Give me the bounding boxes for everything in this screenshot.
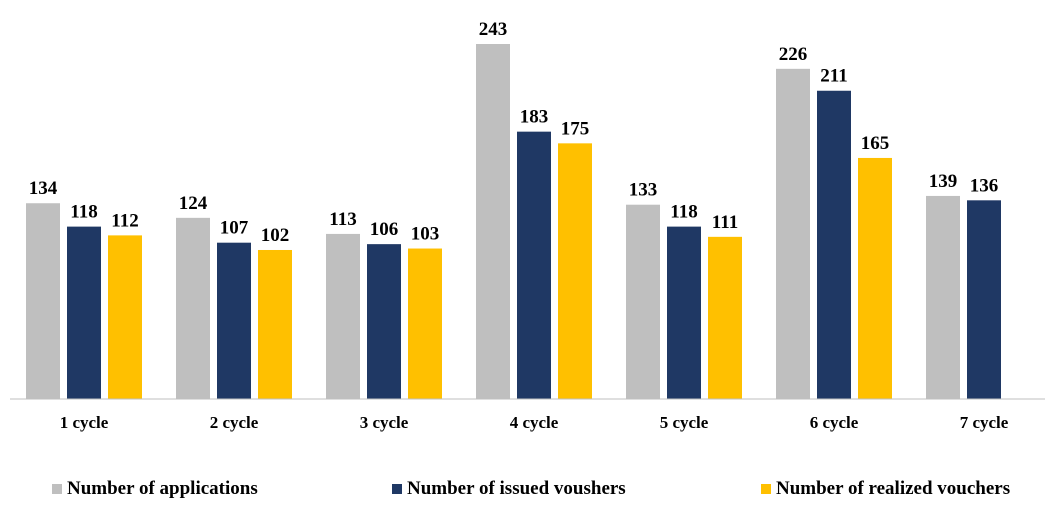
- category-label: 4 cycle: [510, 413, 559, 432]
- bar: [26, 203, 60, 399]
- bar: [326, 233, 360, 399]
- data-label: 112: [111, 210, 138, 231]
- legend-swatch-realized-vouchers: [761, 484, 771, 494]
- data-label: 113: [329, 209, 356, 230]
- legend-item-issued-vouchers: Number of issued voushers: [392, 478, 626, 500]
- data-label: 226: [779, 44, 808, 65]
- bar: [108, 235, 142, 399]
- bar: [367, 244, 401, 399]
- data-label: 107: [220, 218, 249, 239]
- bar: [926, 195, 960, 399]
- bar: [517, 131, 551, 399]
- data-labels-group: 134 118 112 124 107 102 113 106 103 243 183 175 133 1…: [29, 19, 999, 246]
- category-label: 5 cycle: [660, 413, 709, 432]
- bar: [258, 249, 292, 399]
- legend-label-issued-vouchers: Number of issued voushers: [407, 478, 626, 499]
- data-label: 118: [670, 202, 697, 223]
- bar: [817, 90, 851, 400]
- legend-swatch-applications: [52, 484, 62, 494]
- data-label: 139: [929, 171, 958, 192]
- data-label: 124: [179, 193, 208, 214]
- bar: [217, 242, 251, 399]
- bar: [858, 157, 892, 399]
- data-label: 243: [479, 19, 508, 40]
- bar: [176, 217, 210, 399]
- data-label: 183: [520, 107, 549, 128]
- bars-group: [26, 44, 1001, 400]
- data-label: 211: [820, 66, 847, 87]
- legend-swatch-issued-vouchers: [392, 484, 402, 494]
- bar: [776, 68, 810, 399]
- category-labels-group: 1 cycle 2 cycle 3 cycle 4 cycle 5 cycle 6 cyc…: [60, 413, 1009, 432]
- legend-label-applications: Number of applications: [67, 478, 258, 499]
- bar: [667, 226, 701, 399]
- category-label: 7 cycle: [960, 413, 1009, 432]
- category-label: 2 cycle: [210, 413, 259, 432]
- bar: [476, 44, 510, 399]
- legend-item-realized-vouchers: Number of realized vouchers: [761, 478, 1010, 500]
- data-label: 111: [712, 212, 738, 233]
- data-label: 102: [261, 225, 290, 246]
- legend-item-applications: Number of applications: [52, 478, 258, 500]
- bar: [408, 248, 442, 399]
- bar: [67, 226, 101, 399]
- data-label: 106: [370, 219, 399, 240]
- category-label: 3 cycle: [360, 413, 409, 432]
- data-label: 175: [561, 118, 590, 139]
- bar: [626, 204, 660, 399]
- category-label: 1 cycle: [60, 413, 109, 432]
- legend-label-realized-vouchers: Number of realized vouchers: [776, 478, 1011, 499]
- data-label: 133: [629, 180, 658, 201]
- data-label: 134: [29, 178, 58, 199]
- legend: Number of applications Number of issued …: [0, 478, 1045, 508]
- bar: [708, 236, 742, 399]
- data-label: 136: [970, 175, 999, 196]
- data-label: 165: [861, 133, 890, 154]
- data-label: 103: [411, 224, 440, 245]
- data-label: 118: [70, 202, 97, 223]
- category-label: 6 cycle: [810, 413, 859, 432]
- bar: [967, 200, 1001, 399]
- bar: [558, 143, 592, 399]
